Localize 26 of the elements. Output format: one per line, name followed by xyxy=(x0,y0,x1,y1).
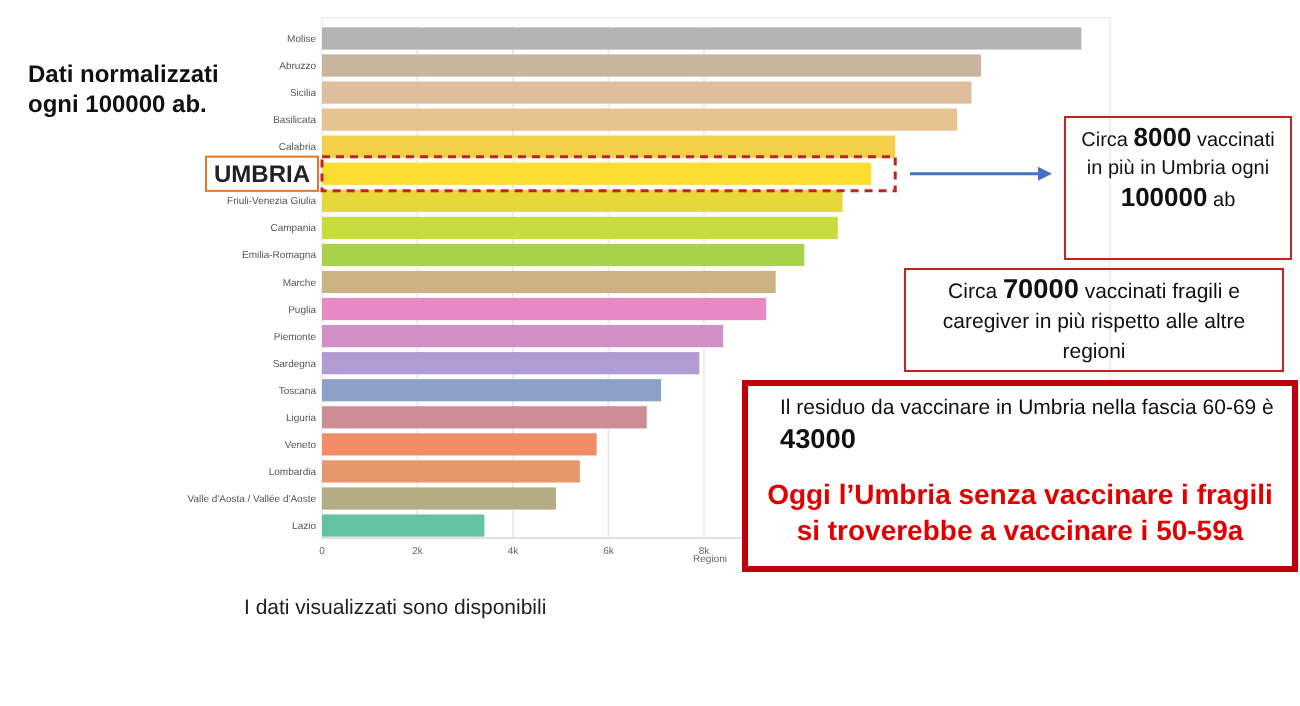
bar xyxy=(322,27,1082,50)
annotation: Circa 70000 vaccinati fragili e caregiver in più rispetto alle altre regioni xyxy=(942,274,1246,364)
annotation: Circa 8000 vaccinati in più in Umbria ogni 100000 ab xyxy=(1081,122,1275,212)
bar xyxy=(322,162,872,185)
bar xyxy=(322,514,485,537)
text: Dati normalizzati ogni 100000 ab. xyxy=(28,60,221,120)
bar xyxy=(322,460,580,483)
bar xyxy=(322,81,972,104)
bar xyxy=(322,108,958,131)
bar xyxy=(322,189,843,212)
text: UMBRIA xyxy=(214,160,311,189)
bar xyxy=(322,379,662,402)
annotation: Il residuo da vaccinare in Umbria nella fascia 60-69 è 43000 xyxy=(780,396,1274,454)
bar xyxy=(322,406,647,429)
bar xyxy=(322,270,776,294)
bar xyxy=(322,243,805,267)
annotation: Oggi l’Umbria senza vaccinare i fragili si troverebbe a vaccinare i 50-59a xyxy=(765,476,1275,548)
bar xyxy=(322,433,597,456)
bar xyxy=(322,487,557,510)
bar xyxy=(322,135,896,158)
text: I dati visualizzati sono disponibili xyxy=(244,596,547,620)
bar xyxy=(322,54,982,77)
bar xyxy=(322,216,838,239)
bar xyxy=(322,352,700,375)
bar xyxy=(322,325,724,348)
bar xyxy=(322,297,767,321)
